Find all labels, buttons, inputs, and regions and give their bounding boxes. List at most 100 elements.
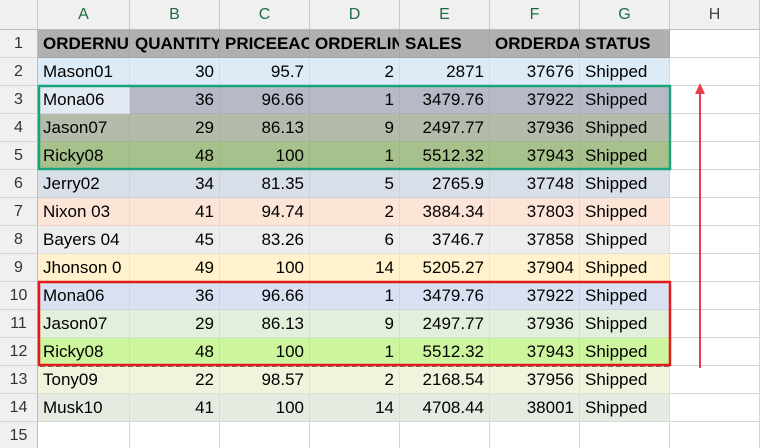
cell: 86.13: [220, 114, 310, 142]
cell: 98.57: [220, 366, 310, 394]
cell: 37922: [490, 282, 580, 310]
row-header: 7: [0, 198, 38, 226]
cell: 22: [130, 366, 220, 394]
cell: Shipped: [580, 338, 670, 366]
row-header: 12: [0, 338, 38, 366]
cell: Mona06: [38, 86, 130, 114]
header-cell: PRICEEAC: [220, 30, 310, 58]
row-header: 10: [0, 282, 38, 310]
cell: 2497.77: [400, 114, 490, 142]
column-header: F: [490, 0, 580, 30]
empty-cell: [310, 422, 400, 448]
cell: 1: [310, 86, 400, 114]
empty-cell: [490, 422, 580, 448]
cell: 37936: [490, 310, 580, 338]
cell: 3746.7: [400, 226, 490, 254]
cell: 3884.34: [400, 198, 490, 226]
cell: 2765.9: [400, 170, 490, 198]
header-cell: ORDERNU: [38, 30, 130, 58]
row-header: 9: [0, 254, 38, 282]
cell: Shipped: [580, 198, 670, 226]
cell: 5205.27: [400, 254, 490, 282]
cell: 2: [310, 198, 400, 226]
cell: 1: [310, 282, 400, 310]
column-header: B: [130, 0, 220, 30]
cell: 3479.76: [400, 86, 490, 114]
row-header: 6: [0, 170, 38, 198]
cell: 37936: [490, 114, 580, 142]
cell: Shipped: [580, 282, 670, 310]
cell: Tony09: [38, 366, 130, 394]
cell: 100: [220, 142, 310, 170]
cell: Ricky08: [38, 338, 130, 366]
cell: 37943: [490, 338, 580, 366]
empty-cell: [670, 254, 760, 282]
cell: 6: [310, 226, 400, 254]
empty-cell: [400, 422, 490, 448]
empty-cell: [670, 198, 760, 226]
cell: 36: [130, 86, 220, 114]
empty-cell: [670, 86, 760, 114]
column-header: D: [310, 0, 400, 30]
row-header: 8: [0, 226, 38, 254]
empty-cell: [670, 226, 760, 254]
empty-cell: [670, 394, 760, 422]
cell: 37922: [490, 86, 580, 114]
cell: 9: [310, 114, 400, 142]
cell: 38001: [490, 394, 580, 422]
empty-cell: [670, 282, 760, 310]
cell: 2168.54: [400, 366, 490, 394]
cell: 2: [310, 58, 400, 86]
row-header: 3: [0, 86, 38, 114]
empty-cell: [130, 422, 220, 448]
cell: 37858: [490, 226, 580, 254]
column-header: E: [400, 0, 490, 30]
cell: 34: [130, 170, 220, 198]
cell: 37803: [490, 198, 580, 226]
cell: 41: [130, 198, 220, 226]
column-header: G: [580, 0, 670, 30]
cell: 5: [310, 170, 400, 198]
header-cell: STATUS: [580, 30, 670, 58]
cell: 37956: [490, 366, 580, 394]
cell: 41: [130, 394, 220, 422]
cell: Shipped: [580, 310, 670, 338]
header-cell: QUANTITY: [130, 30, 220, 58]
column-header: H: [670, 0, 760, 30]
cell: 1: [310, 142, 400, 170]
empty-cell: [220, 422, 310, 448]
cell: Bayers 04: [38, 226, 130, 254]
row-header: 11: [0, 310, 38, 338]
cell: Shipped: [580, 394, 670, 422]
cell: Jerry02: [38, 170, 130, 198]
column-header: C: [220, 0, 310, 30]
cell: 29: [130, 310, 220, 338]
cell: 2: [310, 366, 400, 394]
red-selection: [37, 280, 672, 367]
row-header: 1: [0, 30, 38, 58]
empty-cell: [670, 114, 760, 142]
cell: 96.66: [220, 282, 310, 310]
cell: Jason07: [38, 114, 130, 142]
cell: 95.7: [220, 58, 310, 86]
empty-cell: [670, 310, 760, 338]
header-cell: ORDERLIN: [310, 30, 400, 58]
cell: 100: [220, 254, 310, 282]
arrow-head: [695, 83, 705, 94]
cell: Nixon 03: [38, 198, 130, 226]
cell: Musk10: [38, 394, 130, 422]
cell: 81.35: [220, 170, 310, 198]
cell: 36: [130, 282, 220, 310]
header-cell: ORDERDA: [490, 30, 580, 58]
cell: 45: [130, 226, 220, 254]
cell: 3479.76: [400, 282, 490, 310]
cell: 29: [130, 114, 220, 142]
empty-cell: [38, 422, 130, 448]
cell: 94.74: [220, 198, 310, 226]
cell: 86.13: [220, 310, 310, 338]
cell: 4708.44: [400, 394, 490, 422]
empty-cell: [670, 58, 760, 86]
empty-cell: [670, 30, 760, 58]
